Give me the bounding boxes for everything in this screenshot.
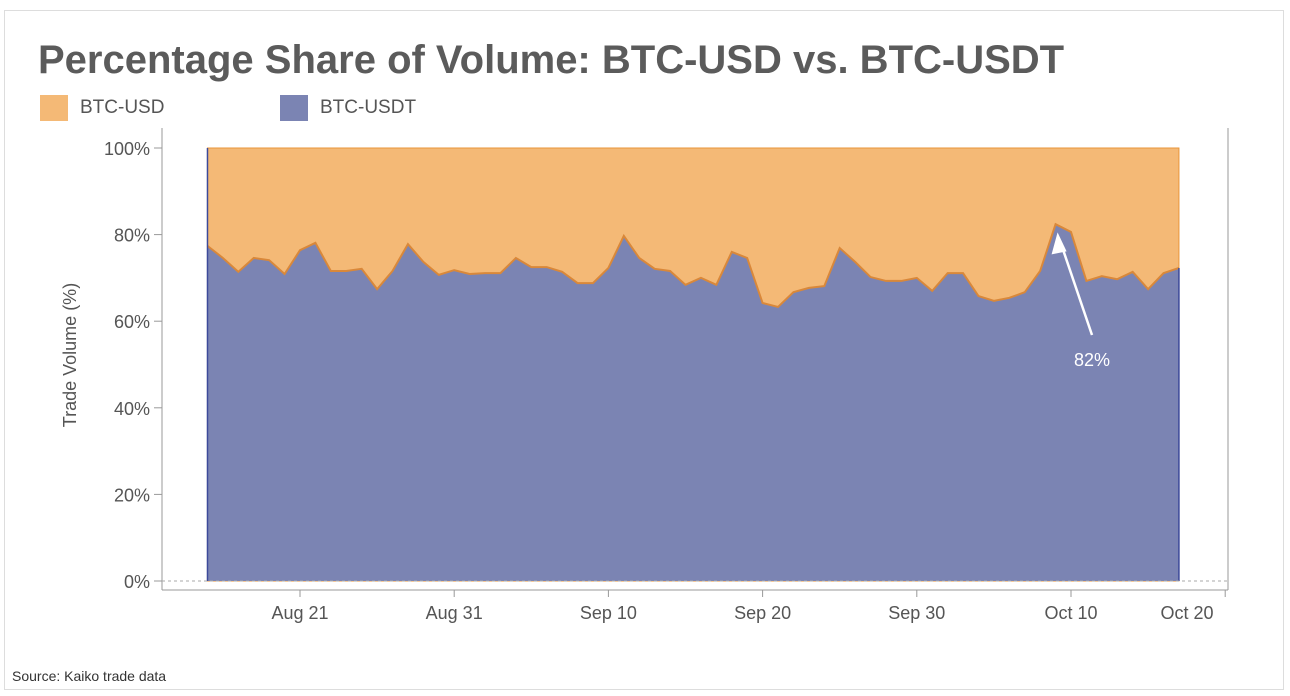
annotation-arrowhead <box>1051 232 1067 255</box>
y-tick-label: 60% <box>114 312 150 332</box>
y-tick-label: 0% <box>124 572 150 592</box>
x-tick-label: Aug 21 <box>271 603 328 623</box>
legend-label: BTC-USD <box>80 97 165 118</box>
y-tick-label: 40% <box>114 399 150 419</box>
y-tick-label: 80% <box>114 226 150 246</box>
x-tick-label: Sep 10 <box>580 603 637 623</box>
legend-swatch <box>40 95 68 121</box>
x-tick-label: Aug 31 <box>426 603 483 623</box>
x-tick-label: Sep 30 <box>888 603 945 623</box>
area-btc-usdt <box>207 224 1179 581</box>
legend-item-btc-usdt[interactable]: BTC-USDT <box>280 95 416 121</box>
y-tick-label: 100% <box>104 139 150 159</box>
y-axis-label: Trade Volume (%) <box>60 283 80 427</box>
legend-swatch <box>280 95 308 121</box>
x-tick-label: Sep 20 <box>734 603 791 623</box>
legend-label: BTC-USDT <box>320 97 417 118</box>
legend-item-btc-usd[interactable]: BTC-USD <box>40 95 164 121</box>
annotation-label: 82% <box>1074 350 1110 370</box>
annotation-arrow <box>1059 242 1094 336</box>
x-tick-label: Oct 20 <box>1160 603 1213 623</box>
y-tick-label: 20% <box>114 485 150 505</box>
x-tick-label: Oct 10 <box>1044 603 1097 623</box>
chart-frame <box>4 10 1284 690</box>
line-btc-usdt <box>206 222 1180 309</box>
source-note: Source: Kaiko trade data <box>12 668 167 684</box>
chart-title: Percentage Share of Volume: BTC-USD vs. … <box>38 38 1065 82</box>
